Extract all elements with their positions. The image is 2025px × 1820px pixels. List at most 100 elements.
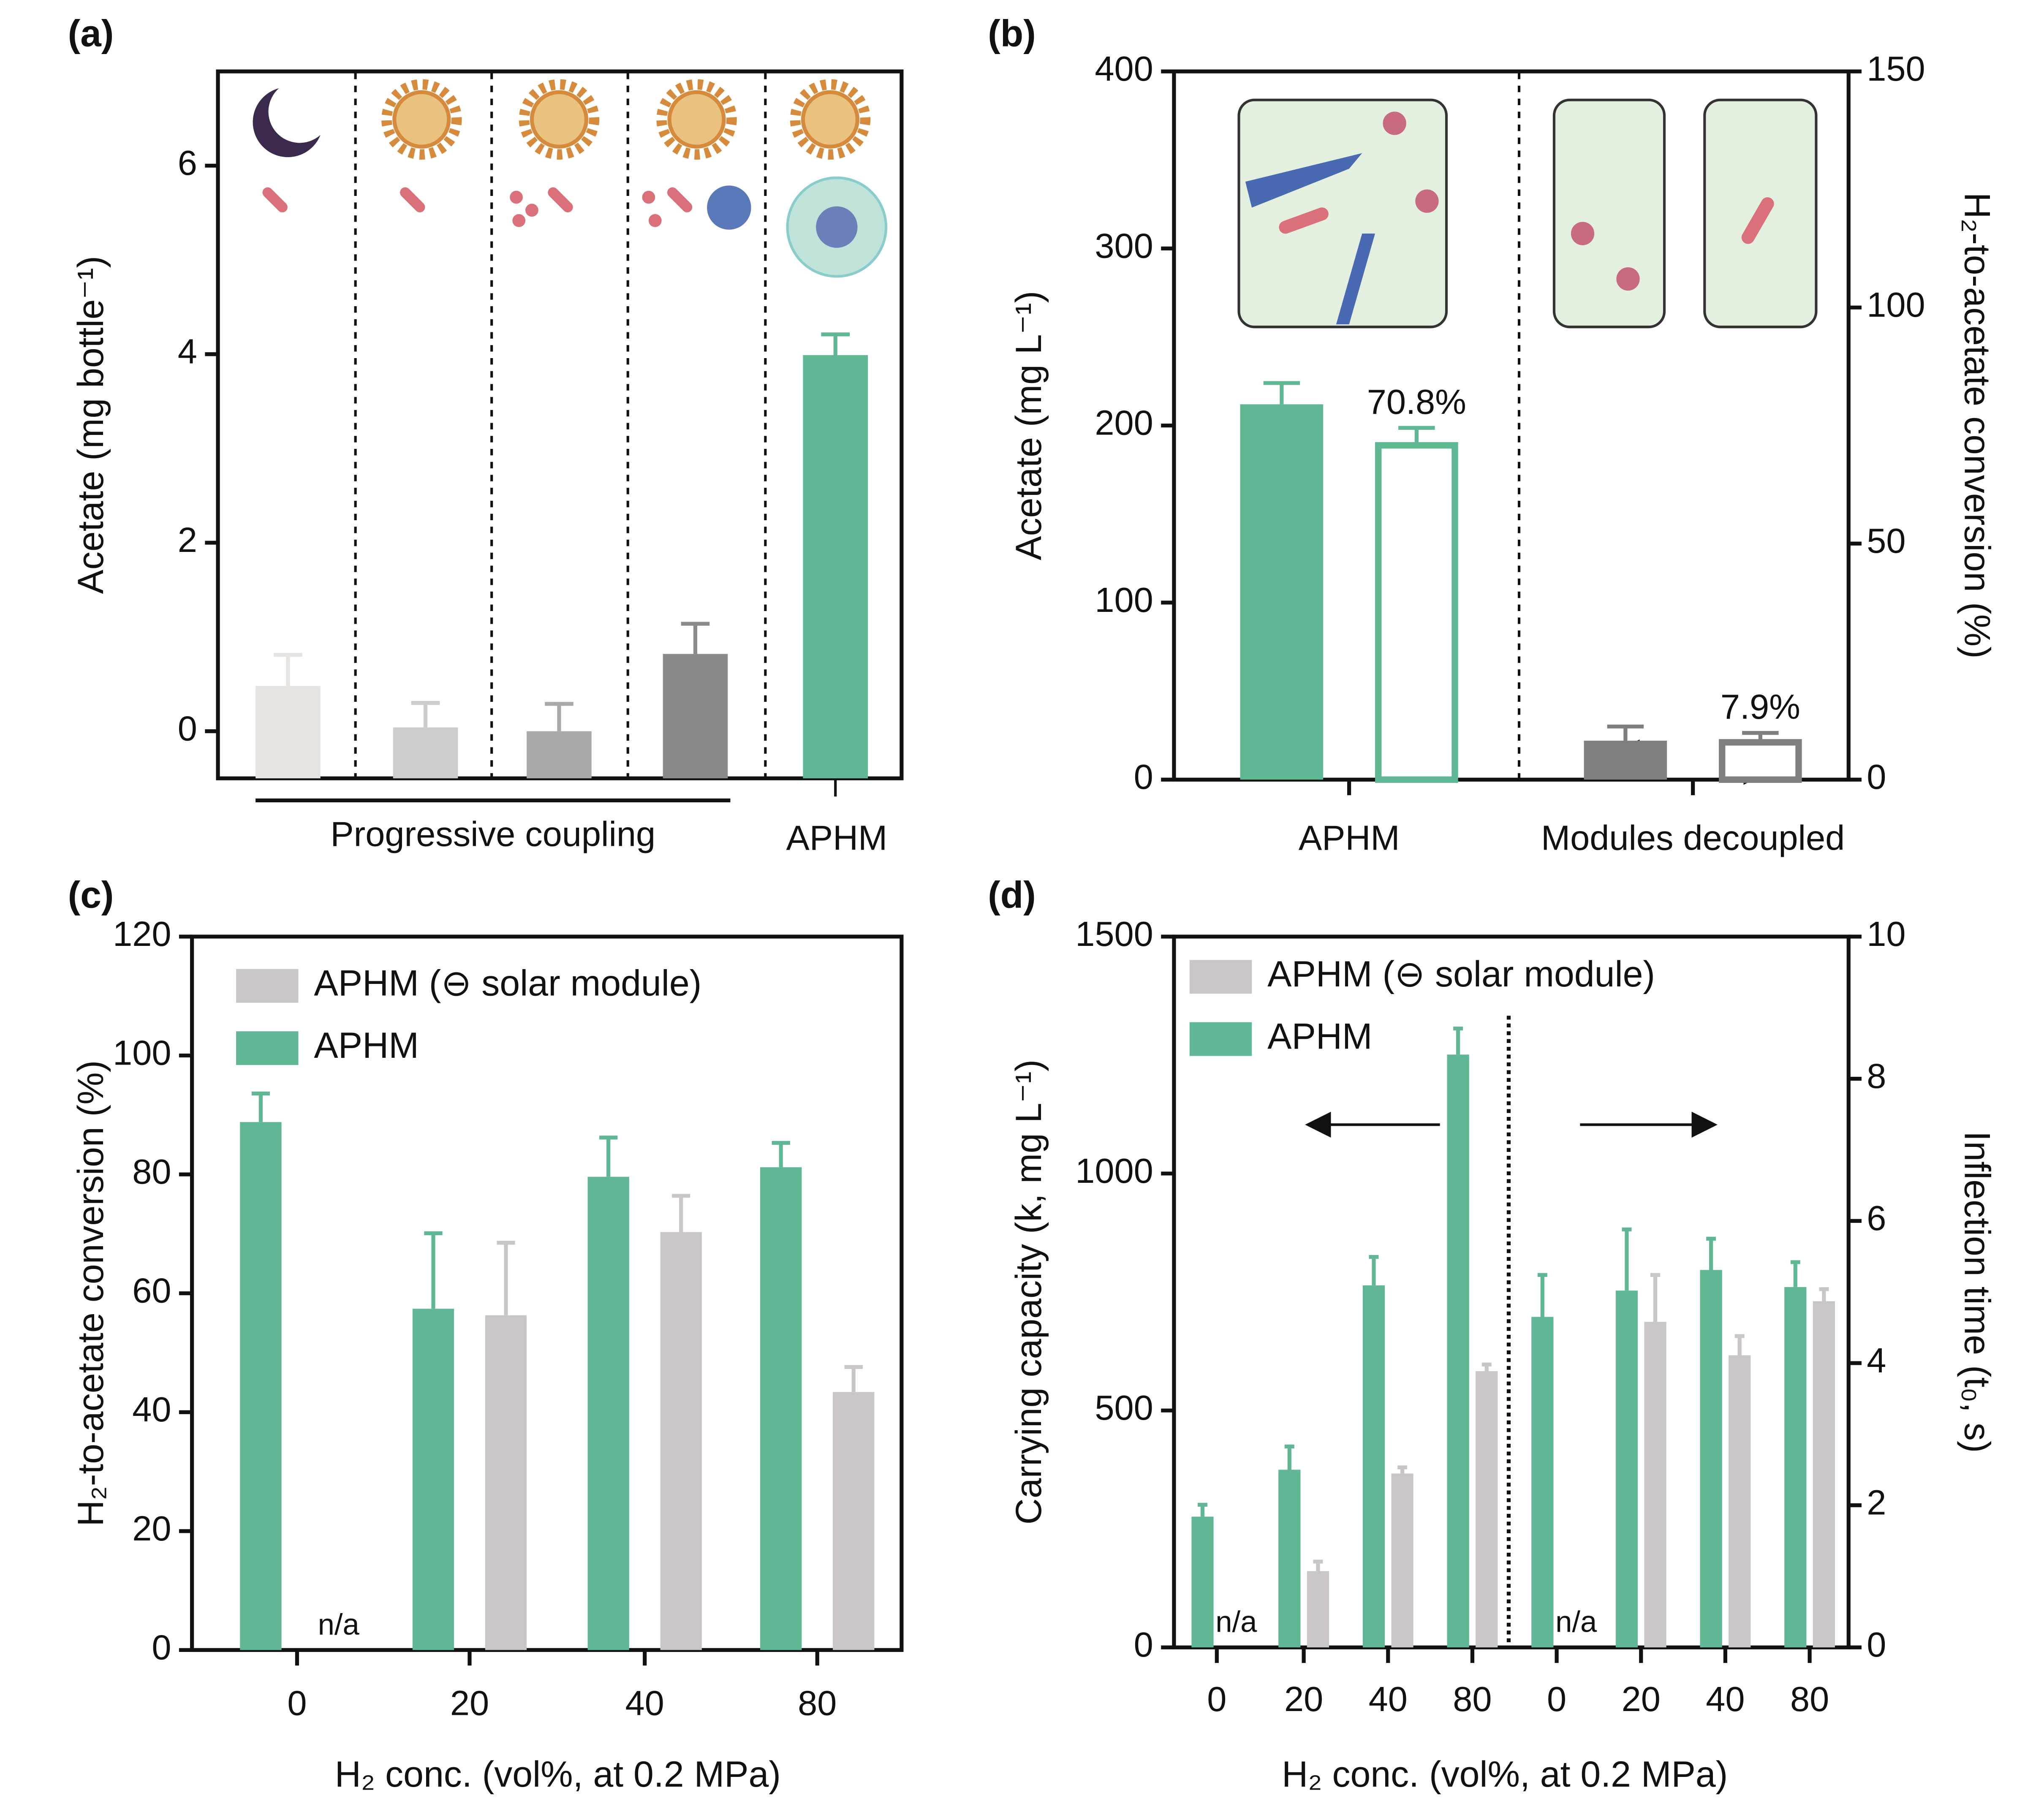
error-bar (1369, 1255, 1379, 1285)
error-bar (1622, 1227, 1632, 1291)
group-label: Progressive coupling (330, 814, 655, 853)
error-bar (1453, 1027, 1463, 1055)
icons (253, 79, 888, 278)
error-bar (274, 653, 302, 686)
panel-label: (d) (988, 873, 1036, 915)
error-bar (1397, 1465, 1408, 1474)
bar (1447, 1054, 1469, 1648)
y-tick-label: 100 (113, 1033, 171, 1072)
error-bar (497, 1241, 515, 1315)
legend-label: APHM (⊖ solar module) (314, 963, 701, 1003)
bar (1813, 1301, 1835, 1648)
bar (527, 731, 592, 779)
value-label: 70.8% (1367, 382, 1466, 421)
error-bar (1607, 724, 1644, 741)
y-tick-label: 6 (178, 143, 197, 182)
y-tick-label: 2 (178, 520, 197, 560)
error-bar (251, 1092, 270, 1122)
error-bar (424, 1231, 443, 1309)
legend-label: APHM (⊖ solar module) (1267, 954, 1655, 994)
y-tick-label: 60 (132, 1271, 171, 1310)
error-bar (1819, 1287, 1829, 1301)
error-bar (844, 1365, 863, 1392)
y2-tick-label: 100 (1867, 285, 1925, 324)
y-tick-label: 500 (1095, 1388, 1153, 1427)
error-bar (411, 701, 440, 728)
panel-label: (c) (68, 873, 114, 915)
y2-tick-label: 50 (1867, 521, 1905, 560)
plot-frame (1172, 934, 1851, 1649)
x-tick-label: 0 (1547, 1679, 1566, 1719)
bar (1191, 1516, 1214, 1648)
y2-tick-label: 10 (1867, 914, 1905, 953)
bar (1240, 404, 1324, 780)
legend-swatch (236, 969, 299, 1003)
bar (1719, 739, 1802, 783)
x-tick-label: Modules decoupled (1541, 818, 1845, 858)
x-tick-label: 80 (798, 1683, 837, 1722)
bar (412, 1309, 454, 1650)
y-tick-label: 4 (178, 332, 197, 371)
y-tick-label: 1000 (1075, 1151, 1153, 1190)
bar (1644, 1322, 1666, 1648)
y2-tick-label: 4 (1867, 1341, 1886, 1380)
bar (1307, 1571, 1329, 1648)
bar (1476, 1371, 1498, 1648)
legend-swatch (236, 1031, 299, 1065)
x-tick-label: 40 (1369, 1679, 1408, 1719)
panel-label: (b) (988, 12, 1036, 54)
y-tick-label: 0 (1134, 1625, 1153, 1664)
y-tick-label: 0 (1134, 757, 1153, 796)
x-tick-label: 20 (1622, 1679, 1661, 1719)
bar (663, 654, 728, 779)
y2-tick-label: 150 (1867, 49, 1925, 88)
x-tick-label: 20 (1284, 1679, 1323, 1719)
x-tick-label: 40 (625, 1683, 664, 1722)
arrows (1261, 405, 1783, 785)
y-axis-label: Acetate (mg bottle⁻¹) (71, 256, 111, 594)
error-bar (1790, 1260, 1800, 1287)
error-bar (1263, 381, 1300, 405)
y-tick-label: 0 (152, 1627, 171, 1667)
y-tick-label: 1500 (1075, 914, 1153, 953)
bar (803, 355, 868, 779)
error-bar (545, 702, 574, 731)
error-bar (1650, 1273, 1661, 1322)
x-tick-label: 40 (1706, 1679, 1745, 1719)
insets (1237, 98, 1818, 329)
group-label: APHM (786, 818, 887, 858)
error-bar (599, 1135, 618, 1177)
value-label: 7.9% (1721, 687, 1800, 726)
legend-label: APHM (1267, 1016, 1372, 1057)
y-tick-label: 40 (132, 1390, 171, 1429)
legend-swatch (1189, 960, 1252, 994)
bar (256, 686, 321, 779)
y2-tick-label: 2 (1867, 1483, 1886, 1522)
x-tick-label: 0 (287, 1683, 307, 1722)
value-label: n/a (318, 1608, 360, 1641)
y-tick-label: 80 (132, 1152, 171, 1191)
bar (1729, 1355, 1751, 1648)
error-bar (1198, 1502, 1207, 1517)
y-axis-label: Acetate (mg L⁻¹) (1008, 291, 1049, 560)
y2-tick-label: 8 (1867, 1057, 1886, 1096)
x-axis-label: H₂ conc. (vol%, at 0.2 MPa) (335, 1754, 781, 1795)
bar (1362, 1285, 1385, 1648)
error-bar (1313, 1559, 1323, 1571)
x-tick-label: 20 (450, 1683, 489, 1722)
bar (1584, 741, 1667, 780)
error-bar (1481, 1362, 1492, 1372)
bar (833, 1392, 875, 1650)
bar (1700, 1270, 1722, 1648)
y2-axis-label: H₂-to-acetate conversion (%) (1957, 193, 1997, 659)
y-axis-label: H₂-to-acetate conversion (%) (71, 1060, 111, 1527)
y2-tick-label: 0 (1867, 757, 1886, 796)
bar (587, 1176, 629, 1650)
bar (1615, 1290, 1638, 1648)
legend-swatch (1189, 1022, 1252, 1056)
bar (1531, 1317, 1554, 1648)
bar (393, 727, 458, 779)
x-axis-label: H₂ conc. (vol%, at 0.2 MPa) (1282, 1754, 1728, 1795)
